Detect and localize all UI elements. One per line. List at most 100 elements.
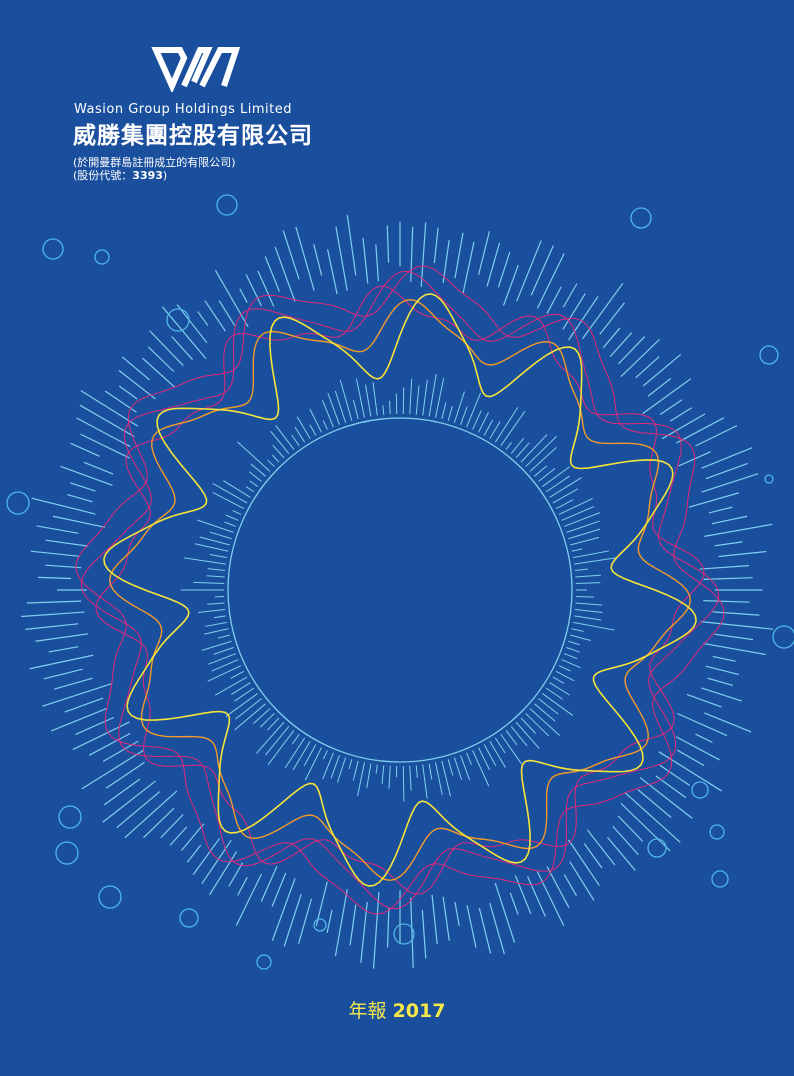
- outer-tick: [124, 790, 178, 839]
- bubble: [759, 345, 779, 365]
- outer-tick: [70, 442, 100, 457]
- outer-tick: [264, 256, 280, 292]
- inner-tick: [212, 491, 245, 510]
- inner-tick: [435, 762, 443, 796]
- outer-tick: [617, 815, 644, 842]
- outer-tick: [497, 251, 511, 288]
- inner-tick: [214, 676, 248, 696]
- outer-tick: [695, 425, 738, 447]
- inner-tick: [489, 421, 501, 439]
- inner-tick: [563, 512, 600, 527]
- outer-tick: [609, 332, 633, 358]
- outer-tick: [315, 881, 328, 927]
- bubble: [94, 249, 110, 265]
- stock-code-line: (股份代號：3393): [73, 167, 167, 183]
- stock-code-close: ): [162, 169, 168, 182]
- bubble: [691, 781, 709, 799]
- outer-tick: [104, 390, 137, 413]
- outer-tick: [659, 764, 690, 786]
- outer-tick: [516, 240, 542, 302]
- inner-tick: [575, 596, 594, 598]
- outer-tick: [711, 515, 748, 525]
- inner-tick: [365, 384, 372, 417]
- inner-tick: [460, 755, 471, 781]
- inner-tick: [204, 628, 229, 635]
- inner-tick: [505, 442, 512, 450]
- outer-tick: [143, 807, 175, 839]
- bubble: [256, 954, 272, 970]
- inner-tick: [466, 392, 482, 428]
- bubble: [216, 194, 238, 216]
- inner-tick: [272, 444, 285, 459]
- inner-tick: [453, 391, 465, 423]
- inner-tick: [422, 764, 428, 799]
- outer-tick: [642, 378, 692, 415]
- inner-tick: [194, 543, 229, 552]
- inner-tick: [213, 646, 234, 655]
- inner-tick: [334, 390, 347, 423]
- outer-tick: [116, 791, 161, 829]
- outer-tick: [228, 862, 244, 887]
- inner-tick: [570, 536, 600, 546]
- inner-tick: [563, 653, 578, 660]
- outer-tick: [214, 270, 249, 328]
- inner-tick: [381, 765, 385, 785]
- wave-pink: [80, 270, 720, 910]
- outer-tick: [705, 665, 740, 676]
- outer-tick: [637, 789, 672, 819]
- outer-tick: [283, 893, 302, 947]
- inner-tick: [198, 608, 226, 613]
- inner-tick: [525, 435, 557, 468]
- outer-tick: [701, 687, 743, 702]
- outer-tick: [326, 909, 333, 934]
- outer-tick: [346, 215, 357, 276]
- outer-tick: [81, 749, 144, 790]
- outer-tick: [675, 736, 720, 761]
- inner-tick: [252, 708, 271, 725]
- outer-tick: [169, 826, 188, 846]
- inner-tick: [520, 717, 537, 734]
- outer-tick: [703, 642, 766, 656]
- inner-tick: [545, 475, 571, 493]
- bubble: [179, 908, 199, 928]
- inner-tick: [500, 410, 526, 447]
- outer-tick: [647, 377, 672, 397]
- outer-tick: [703, 577, 753, 581]
- outer-tick: [313, 243, 323, 276]
- inner-tick: [296, 416, 311, 439]
- inner-tick: [271, 454, 280, 463]
- outer-tick: [442, 239, 450, 284]
- inner-tick: [574, 608, 603, 614]
- inner-tick: [570, 634, 591, 641]
- inner-tick: [538, 698, 559, 715]
- outer-tick: [274, 246, 296, 302]
- outer-tick: [701, 447, 753, 469]
- inner-tick: [292, 741, 311, 771]
- outer-tick: [53, 677, 93, 690]
- inner-tick: [388, 400, 391, 415]
- inner-tick: [549, 477, 582, 498]
- inner-tick: [571, 548, 583, 552]
- inner-tick: [478, 747, 491, 771]
- outer-tick: [562, 283, 578, 308]
- inner-tick: [534, 703, 556, 722]
- inner-tick: [291, 733, 300, 745]
- inner-tick: [275, 424, 295, 450]
- inner-tick: [209, 553, 228, 559]
- inner-tick: [549, 682, 570, 696]
- inner-tick: [441, 760, 451, 797]
- inner-tick: [199, 536, 230, 546]
- inner-tick: [534, 465, 548, 477]
- outer-tick: [701, 473, 759, 493]
- outer-tick: [271, 878, 296, 941]
- outer-tick: [546, 286, 562, 314]
- company-name-english: Wasion Group Holdings Limited: [74, 102, 292, 117]
- inner-tick: [409, 765, 412, 791]
- inner-tick: [575, 582, 601, 584]
- inner-tick: [184, 557, 226, 565]
- inner-tick: [453, 757, 463, 781]
- inner-tick: [209, 531, 232, 540]
- inner-tick: [266, 717, 280, 731]
- outer-tick: [602, 327, 621, 349]
- outer-tick: [239, 288, 248, 303]
